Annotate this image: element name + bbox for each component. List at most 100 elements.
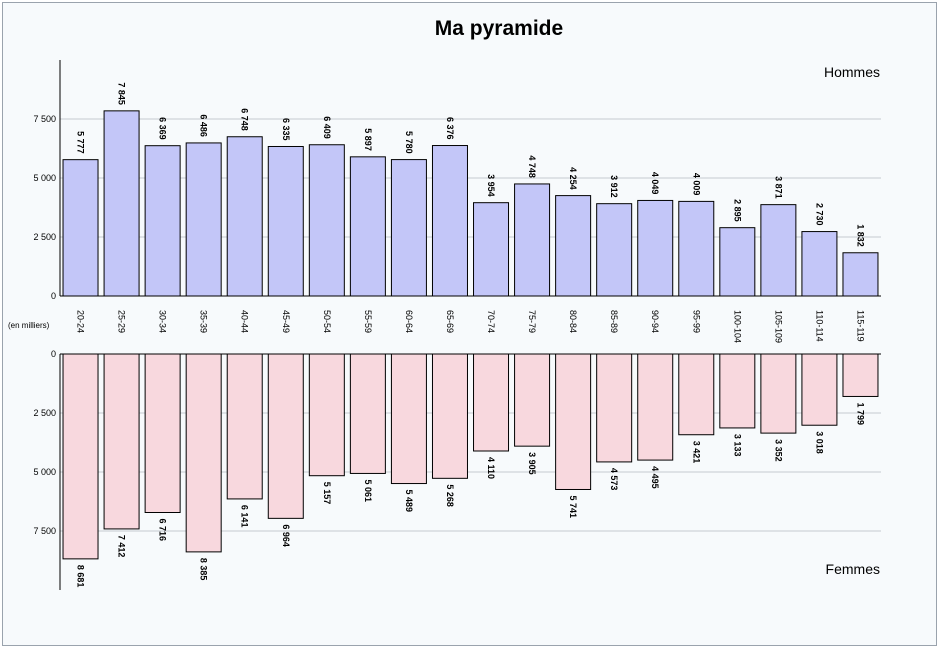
unit-label: (en milliers) xyxy=(8,321,50,330)
bar-hommes xyxy=(596,203,633,297)
category-label: 90-94 xyxy=(650,310,660,333)
bar-femmes xyxy=(226,353,263,500)
data-label-hommes: 5 897 xyxy=(363,128,373,151)
bar-femmes xyxy=(555,353,592,490)
bar-hommes xyxy=(555,195,592,297)
category-label: 65-69 xyxy=(445,310,455,333)
bar-femmes xyxy=(637,353,674,461)
y-tick-label: 0 xyxy=(51,291,56,301)
bar-femmes xyxy=(801,353,838,426)
data-label-femmes: 1 799 xyxy=(855,402,865,425)
bar-femmes xyxy=(103,353,140,530)
data-label-hommes: 6 376 xyxy=(445,117,455,140)
category-label: 80-84 xyxy=(568,310,578,333)
data-label-hommes: 4 748 xyxy=(527,155,537,178)
y-tick-label: 2 500 xyxy=(33,232,56,242)
category-label: 25-29 xyxy=(117,310,127,333)
data-label-femmes: 4 573 xyxy=(609,468,619,491)
y-tick-label: 7 500 xyxy=(33,114,56,124)
y-tick-label: 5 000 xyxy=(33,467,56,477)
data-label-femmes: 3 905 xyxy=(527,452,537,475)
bar-hommes xyxy=(267,145,304,297)
data-label-femmes: 3 133 xyxy=(732,434,742,457)
bar-femmes xyxy=(678,353,715,436)
bar-hommes xyxy=(349,156,386,297)
series-name-hommes: Hommes xyxy=(824,64,880,80)
data-label-hommes: 4 049 xyxy=(650,172,660,195)
chart-title: Ma pyramide xyxy=(435,17,563,40)
y-tick-label: 7 500 xyxy=(33,526,56,536)
category-label: 50-54 xyxy=(322,310,332,333)
bar-femmes xyxy=(431,353,468,479)
data-label-hommes: 3 954 xyxy=(486,174,496,197)
category-label: 30-34 xyxy=(158,310,168,333)
category-label: 110-114 xyxy=(814,310,824,342)
bar-femmes xyxy=(349,353,386,474)
data-label-femmes: 8 385 xyxy=(199,558,209,581)
bar-hommes xyxy=(678,200,715,297)
data-label-hommes: 4 254 xyxy=(568,167,578,190)
data-label-femmes: 5 061 xyxy=(363,479,373,502)
data-label-hommes: 6 409 xyxy=(322,116,332,139)
data-label-hommes: 6 335 xyxy=(281,118,291,141)
data-label-femmes: 5 268 xyxy=(445,484,455,507)
category-label: 35-39 xyxy=(199,310,209,333)
bar-hommes xyxy=(226,136,263,297)
y-tick-label: 5 000 xyxy=(33,173,56,183)
category-label: 55-59 xyxy=(363,310,373,333)
data-label-femmes: 3 352 xyxy=(773,439,783,462)
bar-femmes xyxy=(842,353,879,397)
bar-hommes xyxy=(431,145,468,297)
data-label-hommes: 3 912 xyxy=(609,175,619,198)
data-label-hommes: 6 486 xyxy=(199,114,209,137)
category-label: 60-64 xyxy=(404,310,414,333)
data-label-hommes: 5 780 xyxy=(404,131,414,154)
data-label-femmes: 4 495 xyxy=(650,466,660,489)
bar-femmes xyxy=(308,353,345,477)
category-label: 70-74 xyxy=(486,310,496,333)
data-label-hommes: 5 777 xyxy=(76,131,86,154)
category-label: 20-24 xyxy=(76,310,86,333)
bar-hommes xyxy=(801,231,838,297)
bar-hommes xyxy=(103,110,140,297)
category-label: 100-104 xyxy=(732,310,742,343)
bar-femmes xyxy=(144,353,181,513)
bar-hommes xyxy=(185,142,222,297)
data-label-femmes: 6 716 xyxy=(158,518,168,541)
bar-hommes xyxy=(144,145,181,297)
bar-femmes xyxy=(760,353,797,434)
axes: 0 0 2 500 2 500 5 000 5 000 7 500 7 500 20-24 25-… xyxy=(33,60,881,590)
gridlines xyxy=(60,118,881,532)
bar-hommes xyxy=(842,252,879,297)
bars xyxy=(62,110,879,560)
series-name-femmes: Femmes xyxy=(826,561,880,577)
category-label: 95-99 xyxy=(691,310,701,333)
bar-femmes xyxy=(596,353,633,463)
bar-femmes xyxy=(719,353,756,429)
bar-hommes xyxy=(473,202,510,297)
category-label: 115-119 xyxy=(855,310,865,342)
bar-hommes xyxy=(62,159,99,297)
bar-femmes xyxy=(390,353,427,485)
data-label-femmes: 5 741 xyxy=(568,495,578,518)
bar-hommes xyxy=(308,144,345,297)
data-label-femmes: 6 964 xyxy=(281,524,291,547)
data-label-femmes: 6 141 xyxy=(240,505,250,528)
y-tick-label: 2 500 xyxy=(33,408,56,418)
data-label-femmes: 5 157 xyxy=(322,482,332,505)
bar-femmes xyxy=(473,353,510,452)
data-label-femmes: 3 421 xyxy=(691,441,701,464)
data-label-hommes: 2 895 xyxy=(732,199,742,222)
category-label: 40-44 xyxy=(240,310,250,333)
data-label-femmes: 8 681 xyxy=(76,565,86,588)
bar-femmes xyxy=(267,353,304,519)
data-label-femmes: 7 412 xyxy=(117,535,127,558)
data-label-femmes: 3 018 xyxy=(814,431,824,454)
bar-hommes xyxy=(760,204,797,297)
data-labels: 5 777 8 681 7 845 7 412 6 369 6 716 6 486 8 385… xyxy=(76,82,866,587)
data-label-femmes: 4 110 xyxy=(486,457,496,479)
bar-hommes xyxy=(390,159,427,297)
category-label: 105-109 xyxy=(773,310,783,343)
